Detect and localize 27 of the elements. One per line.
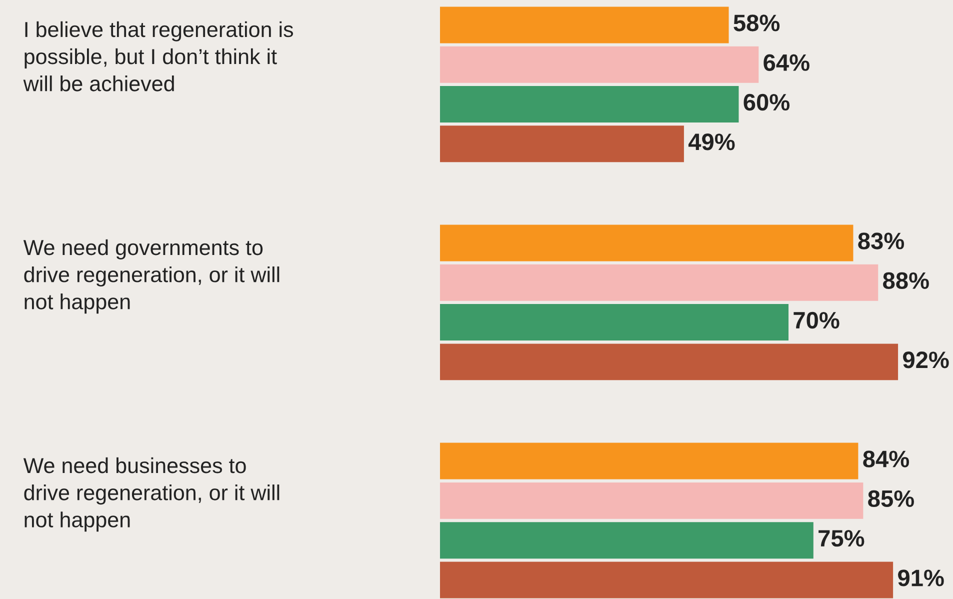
y-tick-label: We need businesses to drive regeneration, or it will not happen bbox=[23, 457, 280, 532]
data-label: 64% bbox=[764, 54, 810, 71]
data-label: 88% bbox=[883, 272, 929, 289]
bar bbox=[440, 86, 739, 122]
bar bbox=[440, 482, 864, 519]
data-label: 85% bbox=[868, 490, 914, 508]
y-tick-label: I believe that regeneration is possible, but I don’t think it will be achieved bbox=[23, 21, 294, 92]
bar bbox=[440, 6, 729, 44]
data-label: 91% bbox=[898, 570, 944, 586]
data-label: 70% bbox=[794, 312, 840, 329]
bar bbox=[440, 264, 878, 301]
data-label: 75% bbox=[818, 530, 864, 547]
bar bbox=[440, 46, 759, 83]
bar bbox=[440, 562, 894, 598]
bar bbox=[440, 304, 789, 341]
data-label: 58% bbox=[734, 14, 780, 32]
bar bbox=[440, 442, 858, 480]
bar bbox=[440, 344, 898, 380]
data-label: 83% bbox=[858, 232, 904, 250]
bar bbox=[440, 126, 684, 162]
data-label: 92% bbox=[903, 352, 949, 368]
data-label: 49% bbox=[688, 134, 735, 150]
bar bbox=[440, 522, 814, 559]
y-tick-label: We need governments to drive regeneration, or it will not happen bbox=[23, 239, 280, 314]
bar bbox=[440, 224, 854, 262]
data-label: 60% bbox=[744, 94, 790, 111]
data-label: 84% bbox=[863, 450, 910, 468]
